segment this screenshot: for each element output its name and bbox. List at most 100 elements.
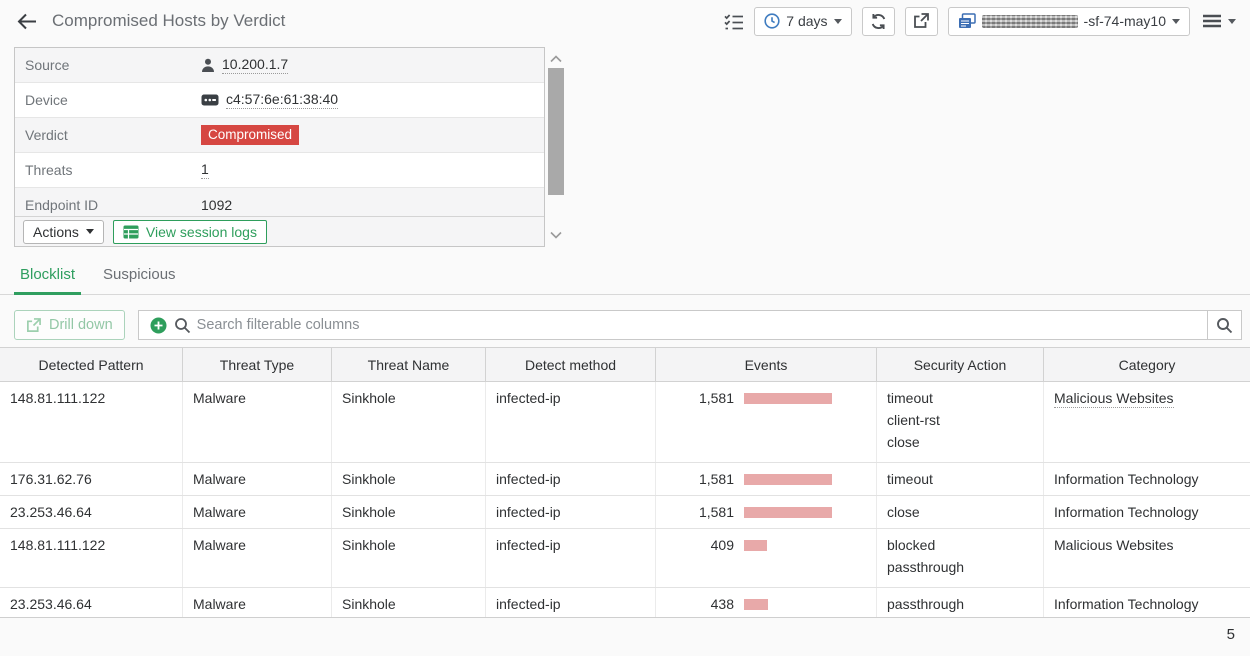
tab-bar: Blocklist Suspicious	[0, 254, 1250, 295]
cell-threat-name: Sinkhole	[332, 588, 486, 620]
mac-address-icon	[201, 94, 219, 106]
view-session-logs-label: View session logs	[145, 223, 257, 240]
page-number: 5	[1226, 626, 1235, 643]
export-button[interactable]	[904, 6, 938, 36]
checklist-icon[interactable]	[724, 13, 744, 30]
cell-detect-method: infected-ip	[486, 588, 656, 620]
cell-threat-name: Sinkhole	[332, 496, 486, 528]
tab-label: Blocklist	[20, 265, 76, 283]
cell-events: 1,581	[656, 382, 877, 462]
cell-detect-method: infected-ip	[486, 382, 656, 462]
redacted-device-name	[981, 14, 1078, 28]
detail-panel-footer: Actions View session logs	[15, 216, 544, 246]
events-count: 438	[710, 596, 734, 612]
detail-rows: Source 10.200.1.7 Device c4:57:6e:61:38:40 V…	[15, 48, 544, 217]
detail-scrollbar[interactable]	[548, 48, 565, 246]
search-button[interactable]	[1207, 310, 1242, 340]
events-bar	[744, 474, 832, 485]
tab-suspicious[interactable]: Suspicious	[97, 254, 182, 294]
cell-security-action: blocked passthrough	[877, 529, 1044, 587]
column-header[interactable]: Category	[1118, 356, 1176, 373]
filter-bar: Drill down	[14, 310, 1242, 340]
detail-value-text[interactable]: c4:57:6e:61:38:40	[226, 91, 339, 109]
detail-label: Threats	[25, 162, 73, 178]
drill-down-icon	[26, 317, 41, 333]
detail-row: Device c4:57:6e:61:38:40	[15, 83, 544, 118]
scroll-down-icon[interactable]	[550, 226, 562, 244]
scroll-up-icon[interactable]	[550, 50, 562, 68]
refresh-button[interactable]	[861, 6, 895, 36]
cell-threat-name: Sinkhole	[332, 382, 486, 462]
security-action-value: client-rst	[887, 412, 940, 428]
detail-value-text[interactable]: 1	[201, 161, 209, 179]
cell-category: Malicious Websites	[1044, 529, 1250, 587]
time-range-label: 7 days	[786, 13, 828, 29]
detail-label: Source	[25, 57, 70, 73]
detail-value-text[interactable]: 10.200.1.7	[222, 56, 289, 74]
host-detail-panel: Source 10.200.1.7 Device c4:57:6e:61:38:40 V…	[14, 47, 545, 247]
table-body: 148.81.111.122 Malware Sinkhole infected-ip…	[0, 382, 1250, 621]
cell-security-action: close	[877, 496, 1044, 528]
header-toolbar: 7 days -sf-74-may10	[724, 6, 1238, 36]
page-footer: 5	[0, 617, 1250, 656]
tab-blocklist[interactable]: Blocklist	[14, 254, 82, 295]
hamburger-icon	[1202, 14, 1222, 28]
clock-icon	[764, 13, 780, 29]
events-bar	[744, 393, 832, 404]
table-row[interactable]: 148.81.111.122 Malware Sinkhole infected-ip…	[0, 382, 1250, 463]
session-logs-table-icon	[123, 225, 139, 239]
cell-threat-name: Sinkhole	[332, 463, 486, 495]
column-header[interactable]: Threat Type	[183, 348, 332, 381]
search-filter-box	[137, 310, 1208, 340]
actions-button[interactable]: Actions	[23, 219, 104, 244]
scrollbar-thumb[interactable]	[548, 68, 564, 195]
detail-row: Source 10.200.1.7	[15, 48, 544, 83]
back-button[interactable]	[17, 13, 37, 30]
cell-security-action: timeout	[877, 463, 1044, 495]
search-input[interactable]	[138, 311, 1207, 339]
table-row[interactable]: 176.31.62.76 Malware Sinkhole infected-ip 1,…	[0, 463, 1250, 496]
events-count: 1,581	[698, 390, 734, 406]
table-row[interactable]: 148.81.111.122 Malware Sinkhole infected-ip…	[0, 529, 1250, 588]
table-row[interactable]: 23.253.46.64 Malware Sinkhole infected-ip 1,…	[0, 496, 1250, 529]
detail-value: 10.200.1.7	[201, 56, 289, 74]
device-selector-button[interactable]: -sf-74-may10	[947, 6, 1190, 36]
events-bar	[744, 507, 832, 518]
events-bar	[744, 599, 768, 610]
cell-detect-method: infected-ip	[486, 496, 656, 528]
cell-category: Malicious Websites	[1044, 382, 1250, 462]
security-action-value: passthrough	[887, 559, 965, 575]
menu-button[interactable]	[1200, 12, 1238, 30]
drill-down-button[interactable]: Drill down	[14, 310, 125, 340]
column-header[interactable]: Detect method	[486, 348, 656, 381]
events-count: 409	[710, 537, 734, 553]
view-session-logs-button[interactable]: View session logs	[112, 219, 267, 244]
events-bar	[744, 540, 767, 551]
back-arrow-icon	[17, 13, 36, 30]
category-value: Information Technology	[1054, 596, 1199, 612]
time-range-button[interactable]: 7 days	[754, 6, 852, 36]
results-table: Detected Pattern Threat Type Threat Name De…	[0, 347, 1250, 621]
drill-down-label: Drill down	[49, 317, 113, 333]
cell-detected-pattern: 148.81.111.122	[0, 529, 183, 587]
cell-events: 438	[656, 588, 877, 620]
security-action-value: timeout	[887, 471, 933, 487]
column-header[interactable]: Events	[656, 348, 877, 381]
category-value[interactable]: Malicious Websites	[1054, 390, 1174, 408]
chevron-down-icon	[1172, 18, 1180, 24]
cell-threat-type: Malware	[183, 463, 332, 495]
table-row[interactable]: 23.253.46.64 Malware Sinkhole infected-ip 43…	[0, 588, 1250, 621]
cell-category: Information Technology	[1044, 588, 1250, 620]
table-header-row: Detected Pattern Threat Type Threat Name De…	[0, 347, 1250, 382]
device-name-suffix: -sf-74-may10	[1083, 13, 1166, 29]
refresh-icon	[870, 13, 887, 30]
cell-category: Information Technology	[1044, 496, 1250, 528]
column-header[interactable]: Detected Pattern	[0, 348, 183, 381]
detail-label: Verdict	[25, 127, 68, 143]
search-icon	[1216, 317, 1233, 334]
detail-row: Verdict Compromised	[15, 118, 544, 153]
column-header[interactable]: Security Action	[877, 348, 1044, 381]
cell-detected-pattern: 176.31.62.76	[0, 463, 183, 495]
column-header[interactable]: Threat Name	[332, 348, 486, 381]
